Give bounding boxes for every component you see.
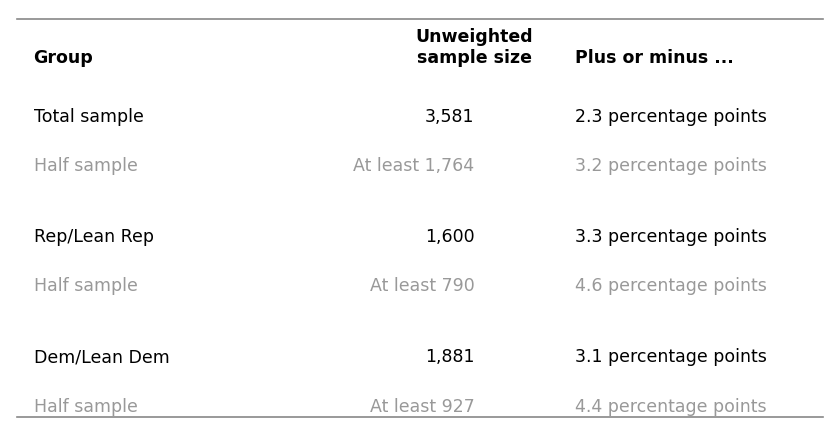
Text: 1,600: 1,600: [425, 228, 475, 246]
Text: 3.3 percentage points: 3.3 percentage points: [575, 228, 767, 246]
Text: 4.6 percentage points: 4.6 percentage points: [575, 277, 767, 295]
Text: At least 927: At least 927: [370, 398, 475, 416]
Text: 3,581: 3,581: [425, 108, 475, 126]
Text: Plus or minus ...: Plus or minus ...: [575, 49, 734, 67]
Text: Dem/Lean Dem: Dem/Lean Dem: [34, 348, 170, 366]
Text: At least 790: At least 790: [370, 277, 475, 295]
Text: 4.4 percentage points: 4.4 percentage points: [575, 398, 767, 416]
Text: Total sample: Total sample: [34, 108, 144, 126]
Text: 3.1 percentage points: 3.1 percentage points: [575, 348, 767, 366]
Text: Unweighted
sample size: Unweighted sample size: [416, 28, 533, 67]
Text: Half sample: Half sample: [34, 157, 138, 175]
Text: Half sample: Half sample: [34, 277, 138, 295]
Text: 2.3 percentage points: 2.3 percentage points: [575, 108, 767, 126]
Text: 3.2 percentage points: 3.2 percentage points: [575, 157, 767, 175]
Text: 1,881: 1,881: [425, 348, 475, 366]
Text: Rep/Lean Rep: Rep/Lean Rep: [34, 228, 154, 246]
Text: Group: Group: [34, 49, 93, 67]
Text: Half sample: Half sample: [34, 398, 138, 416]
Text: At least 1,764: At least 1,764: [354, 157, 475, 175]
